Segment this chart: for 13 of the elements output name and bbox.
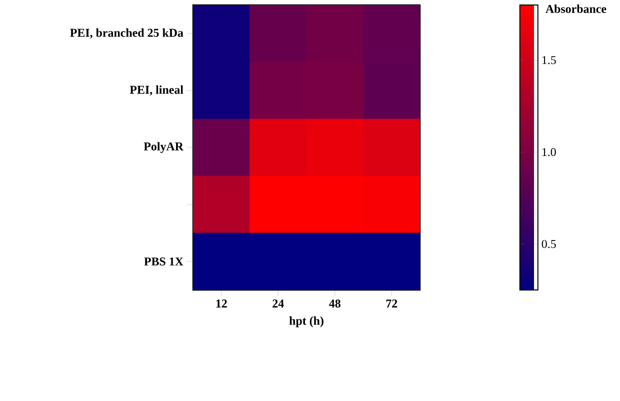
x-tick-label: 48: [329, 300, 340, 308]
y-tick-label: PEI, branched 25 kDa: [70, 28, 184, 39]
y-tick-label: PBS 1X: [144, 257, 184, 266]
y-tick-label: PolyAR: [144, 142, 184, 153]
color-bar-label: 0.5: [542, 240, 556, 248]
x-tick-label: 24: [272, 300, 284, 308]
x-axis-title: hpt (h): [289, 316, 324, 328]
color-bar-label: 1.0: [542, 148, 556, 156]
color-bar-label: 1.5: [542, 56, 556, 64]
color-bar-title: Absorbance: [546, 4, 606, 13]
y-tick-label: PEI, lineal: [130, 85, 184, 96]
x-tick-label: 12: [216, 300, 227, 308]
x-tick-label: 72: [386, 300, 398, 308]
